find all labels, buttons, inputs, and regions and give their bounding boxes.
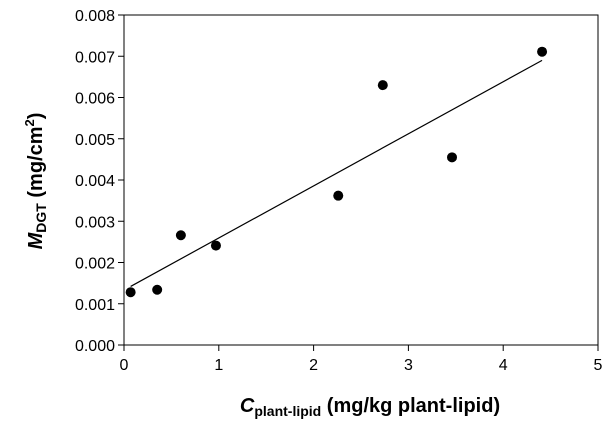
x-tick-label: 0	[120, 357, 129, 374]
y-tick-label: 0.006	[75, 91, 115, 108]
data-point	[333, 190, 344, 201]
plot-frame	[123, 14, 599, 346]
y-tick-label: 0.000	[75, 338, 115, 355]
y-tick-label: 0.005	[75, 132, 115, 149]
x-tick-label: 2	[309, 357, 318, 374]
data-point	[537, 46, 548, 57]
y-tick-label: 0.007	[75, 49, 115, 66]
x-tick-label: 1	[214, 357, 223, 374]
x-axis-ticks: 0 1 2 3 4 5	[120, 345, 603, 374]
data-point	[125, 287, 136, 298]
x-tick-label: 3	[404, 357, 413, 374]
data-point	[447, 152, 458, 163]
x-tick-label: 5	[594, 357, 603, 374]
trendline	[130, 59, 543, 287]
y-tick-label: 0.001	[75, 297, 115, 314]
x-tick-label: 4	[499, 357, 508, 374]
data-point	[152, 284, 163, 295]
y-axis-title: MDGT (mg/cm2)	[22, 113, 49, 250]
x-axis-title: Cplant-lipid (mg/kg plant-lipid)	[240, 395, 500, 419]
data-points-layer	[125, 46, 548, 298]
data-point	[175, 230, 186, 241]
plot-area	[123, 14, 599, 346]
y-tick-label: 0.008	[75, 8, 115, 25]
y-axis-ticks: 0.000 0.001 0.002 0.003 0.004 0.005 0.006 0.007…	[75, 8, 124, 355]
trendline-layer	[130, 59, 543, 287]
data-point	[210, 240, 221, 251]
y-tick-label: 0.004	[75, 173, 115, 190]
data-point	[377, 80, 388, 91]
y-tick-label: 0.002	[75, 256, 115, 273]
y-tick-label: 0.003	[75, 214, 115, 231]
